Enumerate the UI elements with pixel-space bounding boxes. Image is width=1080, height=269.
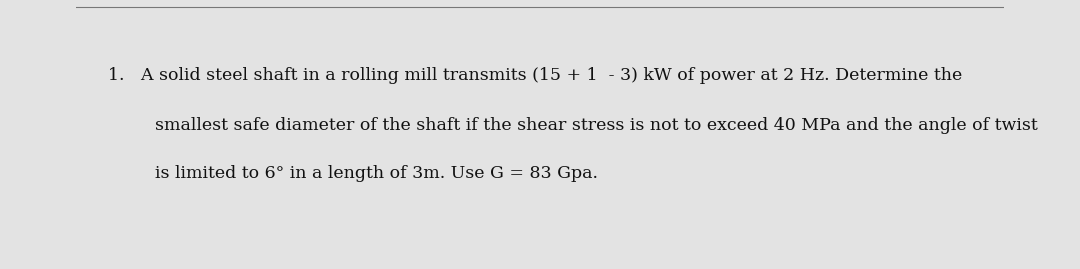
Text: smallest safe diameter of the shaft if the shear stress is not to exceed 40 MPa : smallest safe diameter of the shaft if t… — [154, 116, 1037, 134]
Text: is limited to 6° in a length of 3m. Use G = 83 Gpa.: is limited to 6° in a length of 3m. Use … — [154, 165, 597, 182]
Text: 1.   A solid steel shaft in a rolling mill transmits (15 + 1  - 3) kW of power a: 1. A solid steel shaft in a rolling mill… — [108, 67, 962, 84]
